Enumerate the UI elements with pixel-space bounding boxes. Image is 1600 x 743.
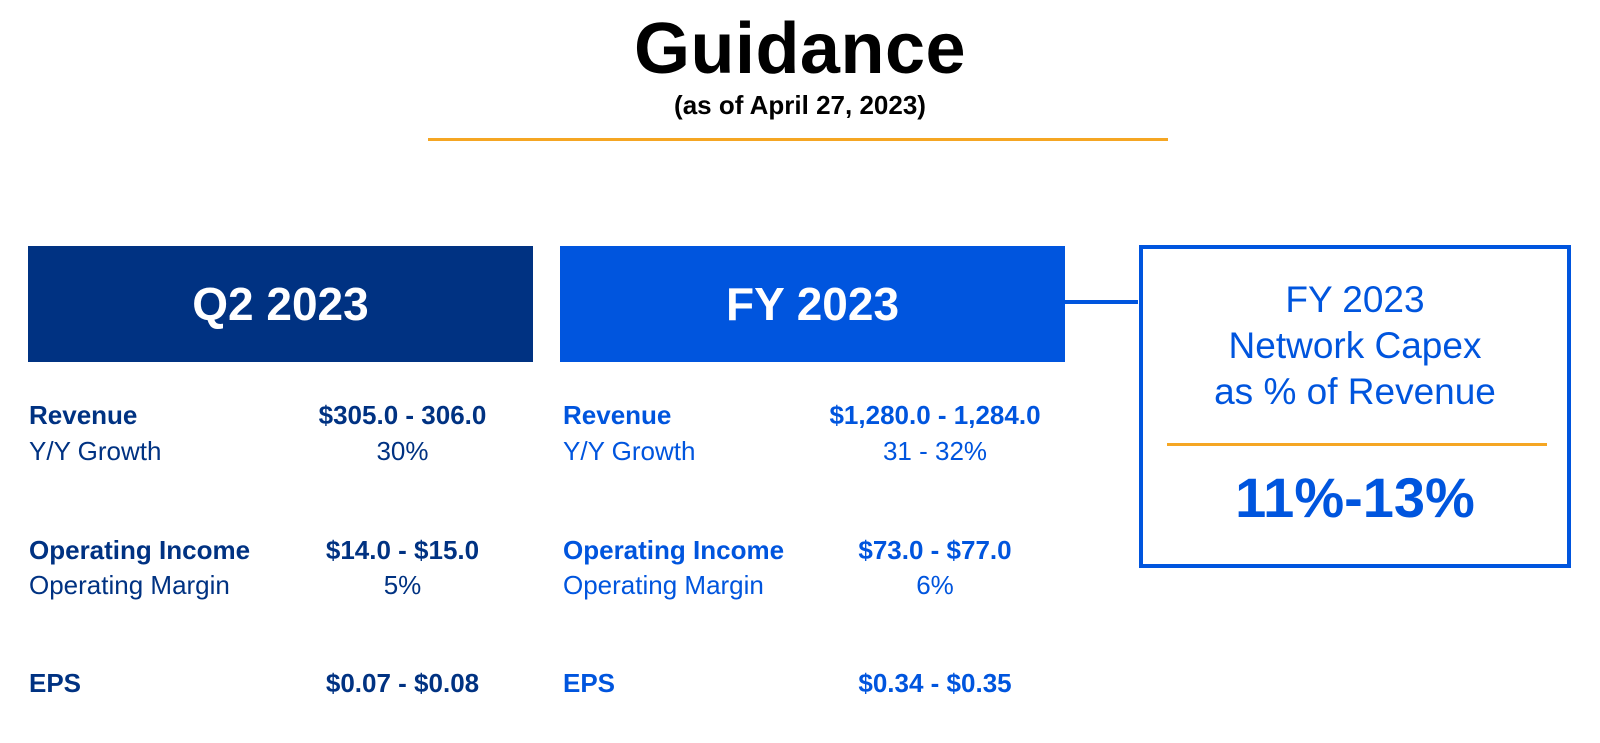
fy-growth-label: Y/Y Growth <box>563 436 696 466</box>
q2-growth-value: 30% <box>376 436 429 466</box>
title-divider <box>428 138 1168 141</box>
capex-connector-line <box>1065 300 1138 304</box>
fy-header: FY 2023 <box>560 246 1065 362</box>
q2-opinc-label: Operating Income <box>29 535 251 565</box>
q2-margin-label: Operating Margin <box>29 570 230 600</box>
fy-margin-label: Operating Margin <box>563 570 764 600</box>
q2-margin-value: 5% <box>383 570 422 600</box>
fy-growth-value: 31 - 32% <box>882 436 988 466</box>
fy-revenue-label: Revenue <box>563 400 672 430</box>
capex-divider <box>1167 443 1547 446</box>
capex-title-line3: as % of Revenue <box>1214 371 1496 412</box>
q2-revenue-label: Revenue <box>29 400 138 430</box>
fy-revenue-value: $1,280.0 - 1,284.0 <box>829 400 1041 430</box>
page-title: Guidance <box>633 9 967 89</box>
fy-opinc-label: Operating Income <box>563 535 785 565</box>
fy-eps-label: EPS <box>563 668 616 698</box>
capex-title-line1: FY 2023 <box>1285 279 1425 320</box>
capex-title: FY 2023 Network Capex as % of Revenue <box>1143 277 1567 415</box>
capex-box: FY 2023 Network Capex as % of Revenue 11… <box>1139 245 1571 568</box>
q2-revenue-value: $305.0 - 306.0 <box>318 400 487 430</box>
capex-value: 11%-13% <box>1235 466 1475 529</box>
page-subtitle: (as of April 27, 2023) <box>674 90 926 120</box>
fy-eps-value: $0.34 - $0.35 <box>858 668 1012 698</box>
q2-header: Q2 2023 <box>28 246 533 362</box>
fy-opinc-value: $73.0 - $77.0 <box>858 535 1012 565</box>
q2-growth-label: Y/Y Growth <box>29 436 162 466</box>
capex-title-line2: Network Capex <box>1228 325 1482 366</box>
fy-margin-value: 6% <box>916 570 954 600</box>
q2-eps-label: EPS <box>29 668 82 698</box>
q2-opinc-value: $14.0 - $15.0 <box>325 535 480 565</box>
q2-eps-value: $0.07 - $0.08 <box>325 668 480 698</box>
